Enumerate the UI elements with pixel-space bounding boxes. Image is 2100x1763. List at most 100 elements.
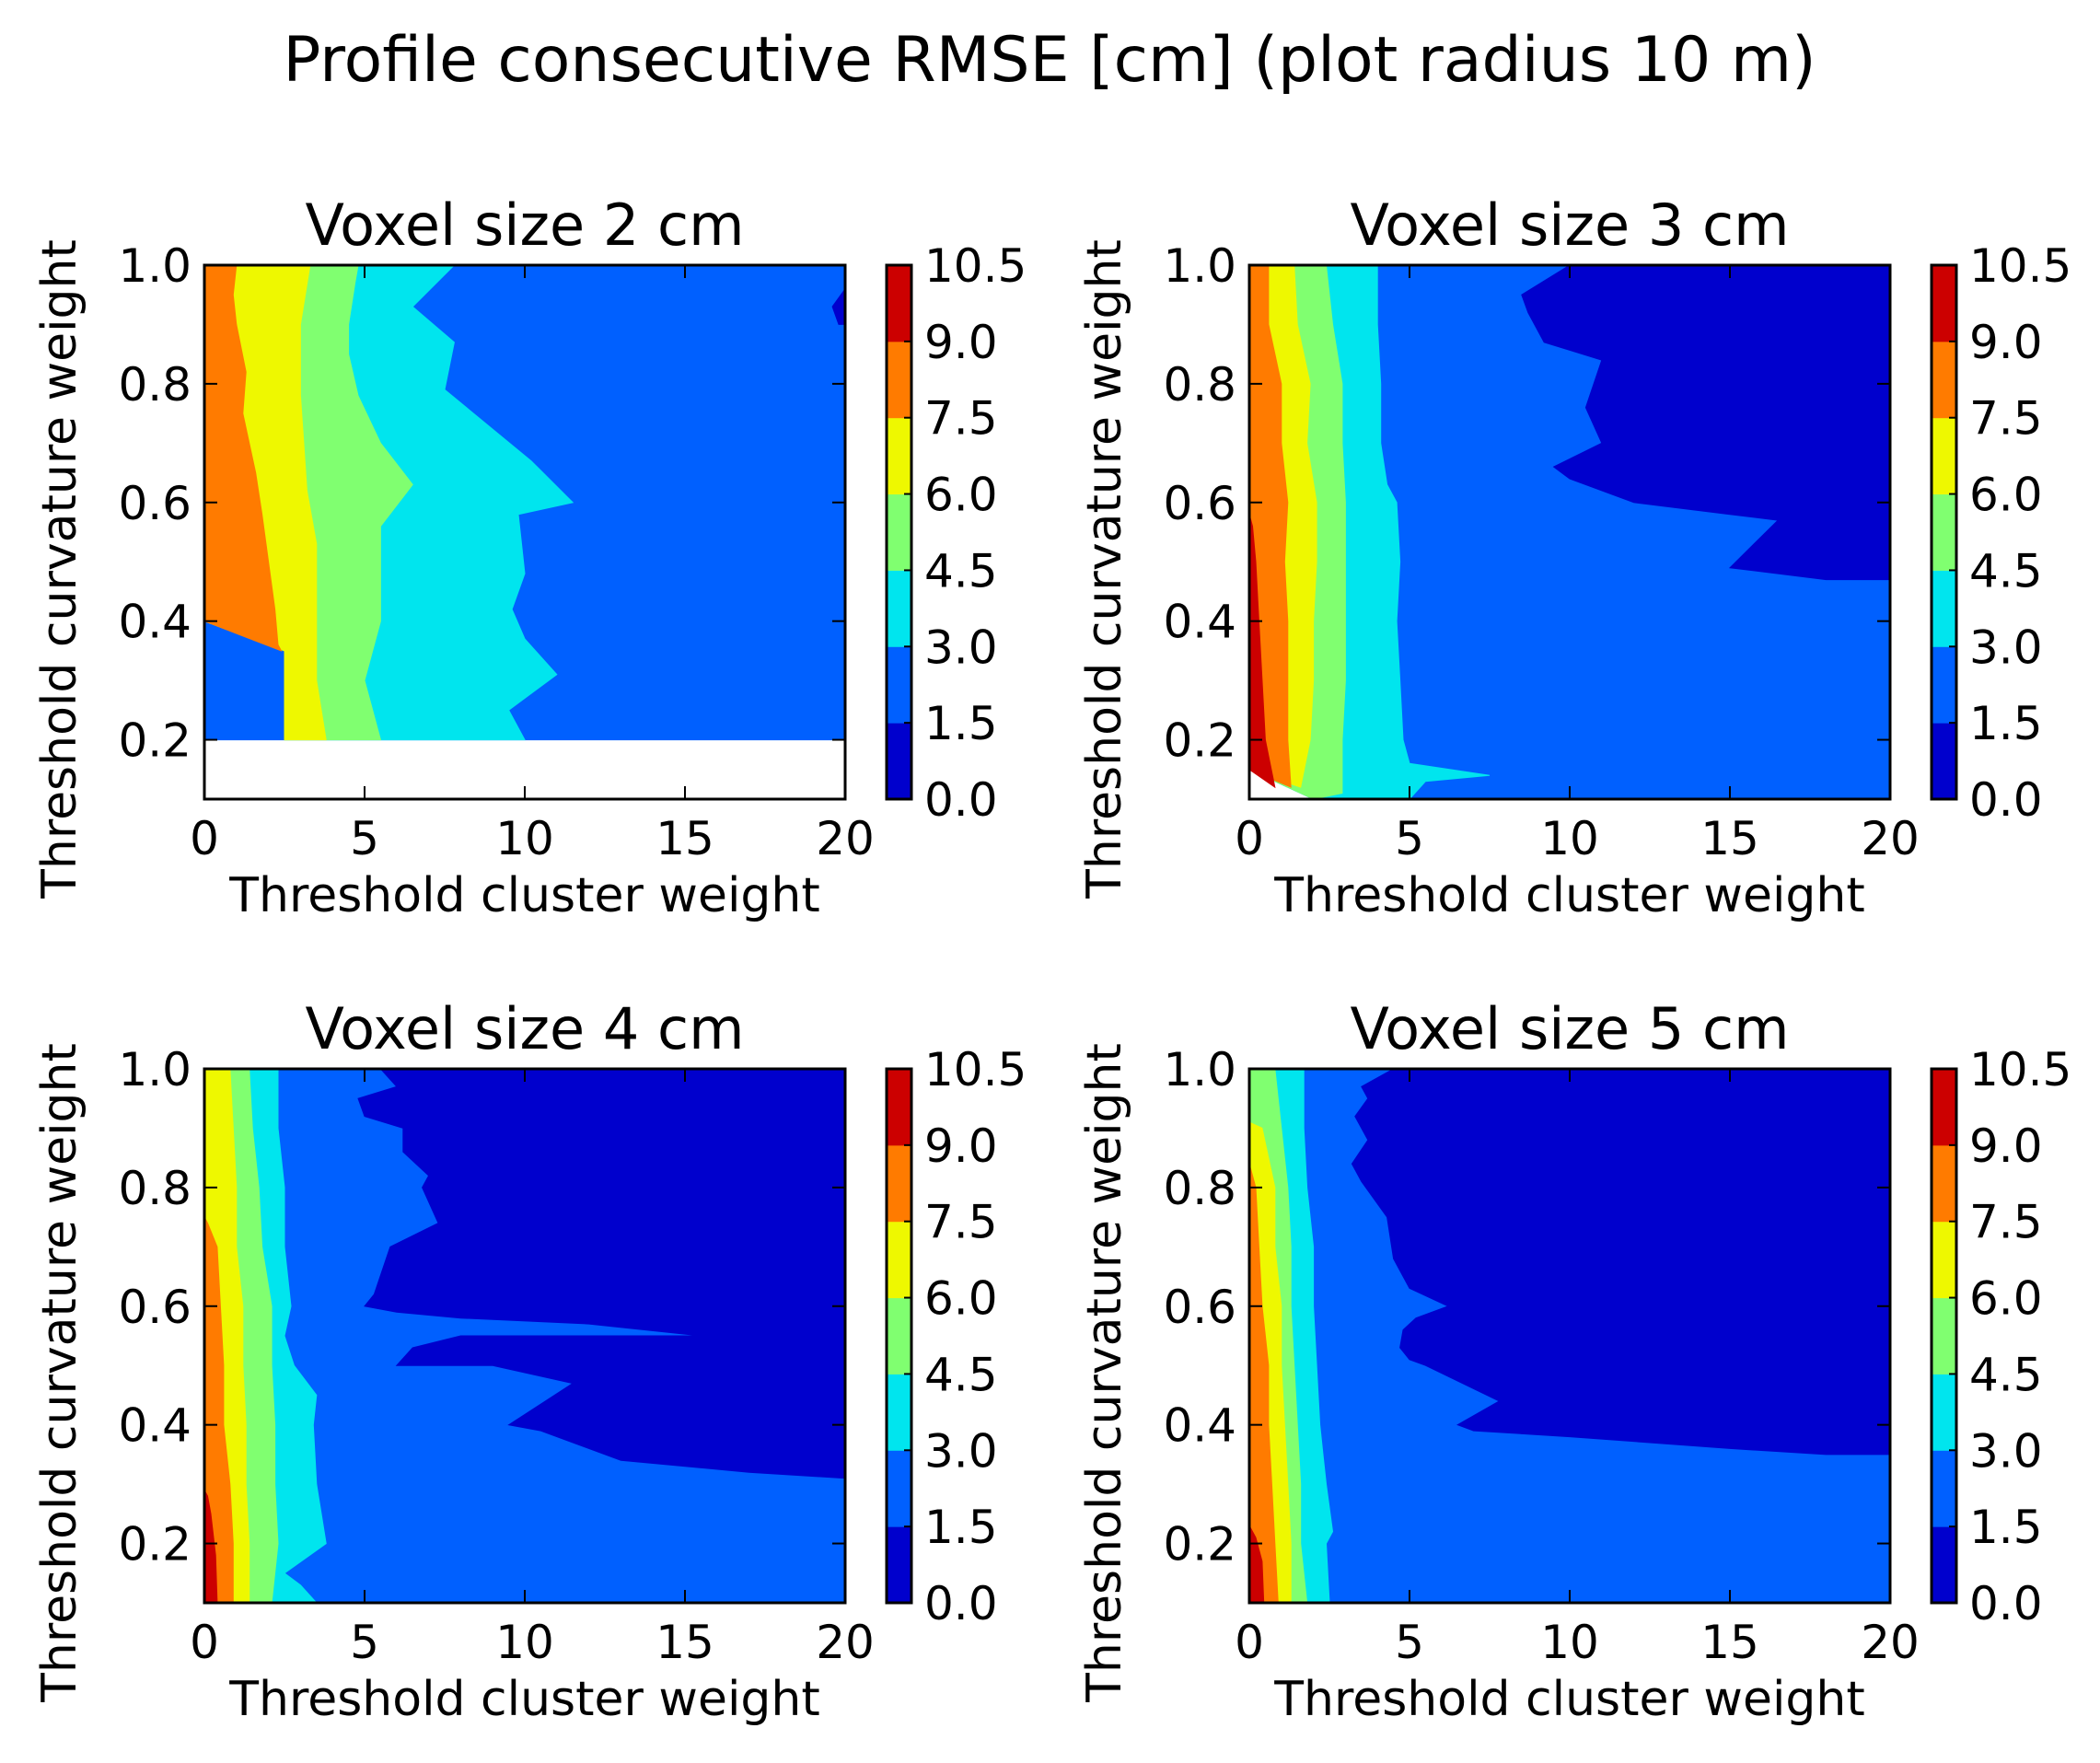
- colorbar-segment-9-10.5: [1932, 1069, 1956, 1146]
- x-tick-label: 15: [656, 812, 714, 865]
- y-tick-label: 0.6: [1163, 477, 1236, 530]
- colorbar-tick-label: 10.5: [1969, 1043, 2071, 1096]
- colorbar-frame: [885, 263, 913, 801]
- colorbar-frame: [1930, 263, 1958, 801]
- colorbar-tick-label: 7.5: [1969, 392, 2043, 446]
- y-tick-label: 0.2: [1163, 1518, 1236, 1572]
- colorbar-segment-0-1.5: [887, 723, 911, 800]
- y-axis-label: Threshold curvature weight: [32, 1043, 87, 1703]
- colorbar-tick-label: 1.5: [924, 697, 998, 750]
- colorbar-tick-label: 3.0: [1969, 1424, 2043, 1478]
- x-tick-label: 0: [1235, 812, 1264, 865]
- y-axis-label: Threshold curvature weight: [1077, 1043, 1132, 1703]
- colorbar-tick-label: 3.0: [1969, 621, 2043, 674]
- colorbar-tick-label: 6.0: [924, 1272, 998, 1326]
- colorbar-tick-label: 9.0: [924, 316, 998, 369]
- x-tick-label: 0: [190, 812, 219, 865]
- y-tick-label: 0.2: [118, 714, 191, 768]
- x-tick-label: 5: [350, 812, 379, 865]
- colorbar-tick-label: 0.0: [924, 1577, 998, 1630]
- colorbar-tick-label: 4.5: [1969, 544, 2043, 597]
- colorbar-segment-0-1.5: [1932, 1526, 1956, 1604]
- figure-title: Profile consecutive RMSE [cm] (plot radi…: [283, 24, 1816, 97]
- contour-region-7.5–9.0: [203, 1216, 234, 1604]
- subplot-2: 0 5 10 15 20 0.2 0.4 0.6 0.8 1.0 Voxel size 3 cm Th…: [1077, 191, 2071, 923]
- y-tick-label: 0.4: [1163, 1399, 1236, 1453]
- contour-region-0.0–1.5: [1521, 264, 1891, 581]
- contour-region-7.5–9.0: [1248, 1163, 1279, 1604]
- colorbar-segment-6-7.5: [887, 417, 911, 495]
- y-tick-label: 0.8: [1163, 358, 1236, 412]
- colorbar-segment-4.5-6: [887, 1297, 911, 1374]
- x-tick-label: 10: [495, 1616, 554, 1669]
- colorbar-tick-label: 7.5: [924, 392, 998, 446]
- colorbar-segment-3-4.5: [1932, 570, 1956, 647]
- x-tick-label: 5: [350, 1616, 379, 1669]
- subplot-1: 0 5 10 15 20 0.2 0.4 0.6 0.8 1.0 Voxel size 2 cm Th…: [32, 191, 1027, 923]
- colorbar-tick-label: 0.0: [924, 773, 998, 827]
- colorbar-frame: [1930, 1067, 1958, 1605]
- colorbar-segment-1.5-3: [1932, 1450, 1956, 1527]
- subplot-title: Voxel size 5 cm: [1350, 995, 1789, 1062]
- colorbar-tick-label: 10.5: [924, 239, 1027, 293]
- colorbar-segment-3-4.5: [887, 570, 911, 647]
- x-tick-label: 15: [1700, 812, 1759, 865]
- colorbar-tick-label: 6.0: [1969, 1272, 2043, 1326]
- colorbar-segment-7.5-9: [887, 1144, 911, 1223]
- x-axis-label: Threshold cluster weight: [228, 1672, 820, 1727]
- colorbar-segment-9-10.5: [887, 265, 911, 342]
- x-tick-label: 5: [1395, 812, 1424, 865]
- colorbar-segment-7.5-9: [887, 341, 911, 419]
- colorbar-tick-label: 4.5: [924, 544, 998, 597]
- colorbar-tick-label: 3.0: [924, 621, 998, 674]
- colorbar-tick-label: 3.0: [924, 1424, 998, 1478]
- colorbar-segment-4.5-6: [887, 493, 911, 571]
- colorbar-segment-7.5-9: [1932, 341, 1956, 419]
- colorbar-tick-label: 4.5: [1969, 1348, 2043, 1401]
- colorbar-tick-label: 4.5: [924, 1348, 998, 1401]
- colorbar-segment-3-4.5: [887, 1374, 911, 1451]
- x-tick-label: 20: [1861, 812, 1920, 865]
- y-tick-label: 1.0: [118, 239, 191, 293]
- x-tick-label: 10: [1540, 812, 1599, 865]
- x-axis-label: Threshold cluster weight: [1273, 868, 1865, 923]
- contour-region-0.0–1.5: [357, 1068, 846, 1479]
- x-tick-label: 0: [1235, 1616, 1264, 1669]
- y-tick-label: 0.2: [118, 1518, 191, 1572]
- y-tick-label: 0.2: [1163, 714, 1236, 768]
- colorbar-tick-label: 10.5: [924, 1043, 1027, 1096]
- x-tick-label: 20: [816, 812, 875, 865]
- colorbar-tick-label: 0.0: [1969, 1577, 2043, 1630]
- x-axis-label: Threshold cluster weight: [228, 868, 820, 923]
- y-tick-label: 0.8: [118, 358, 191, 412]
- subplot-3: 0 5 10 15 20 0.2 0.4 0.6 0.8 1.0 Voxel size 4 cm Th…: [32, 995, 1027, 1727]
- colorbar-segment-0-1.5: [887, 1526, 911, 1604]
- y-tick-label: 1.0: [118, 1043, 191, 1096]
- colorbar-tick-label: 1.5: [1969, 1501, 2043, 1554]
- colorbar-segment-1.5-3: [887, 1450, 911, 1527]
- colorbar-segment-3-4.5: [1932, 1374, 1956, 1451]
- colorbar-tick-label: 1.5: [924, 1501, 998, 1554]
- y-tick-label: 0.4: [118, 1399, 191, 1453]
- x-tick-label: 20: [1861, 1616, 1920, 1669]
- colorbar-tick-label: 9.0: [1969, 316, 2043, 369]
- colorbar-segment-0-1.5: [1932, 723, 1956, 800]
- colorbar-tick-label: 6.0: [924, 469, 998, 522]
- colorbar-tick-label: 7.5: [924, 1196, 998, 1249]
- colorbar-tick-label: 0.0: [1969, 773, 2043, 827]
- y-tick-label: 0.8: [1163, 1162, 1236, 1215]
- colorbar-segment-4.5-6: [1932, 1297, 1956, 1374]
- subplot-title: Voxel size 2 cm: [305, 191, 744, 259]
- colorbar-tick-label: 6.0: [1969, 469, 2043, 522]
- subplot-title: Voxel size 4 cm: [305, 995, 744, 1062]
- x-axis-label: Threshold cluster weight: [1273, 1672, 1865, 1727]
- contour-region-7.5–9.0: [203, 264, 283, 652]
- x-tick-label: 20: [816, 1616, 875, 1669]
- colorbar-segment-1.5-3: [1932, 646, 1956, 724]
- colorbar-tick-label: 9.0: [1969, 1119, 2043, 1173]
- colorbar-segment-6-7.5: [1932, 417, 1956, 495]
- colorbar-tick-label: 1.5: [1969, 697, 2043, 750]
- y-tick-label: 0.4: [1163, 596, 1236, 649]
- colorbar-segment-1.5-3: [887, 646, 911, 724]
- y-axis-label: Threshold curvature weight: [1077, 239, 1132, 899]
